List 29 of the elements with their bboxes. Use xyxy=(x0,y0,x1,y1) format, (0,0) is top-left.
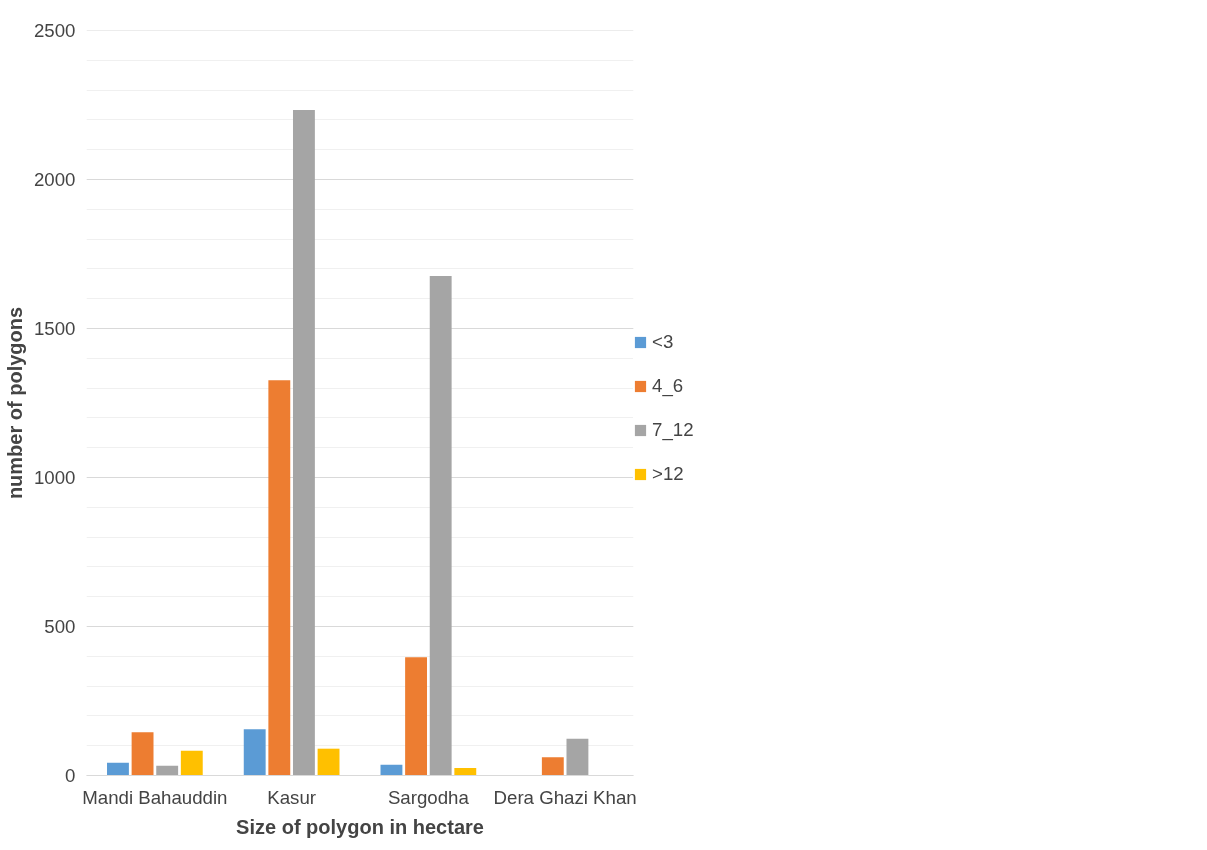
bar xyxy=(156,765,179,776)
x-tick-label: Sargodha xyxy=(387,786,470,808)
bar xyxy=(292,110,315,776)
bar xyxy=(454,768,477,776)
bar xyxy=(268,380,291,776)
legend-label: 7_12 xyxy=(652,419,694,441)
y-tick-label: 2500 xyxy=(34,20,76,41)
x-axis-title: Size of polygon in hectare xyxy=(236,815,484,838)
y-tick-label: 0 xyxy=(65,765,76,786)
bar xyxy=(429,276,452,776)
x-tick-label: Dera Ghazi Khan xyxy=(493,786,637,808)
bar xyxy=(541,757,564,776)
x-tick-label: Mandi Bahauddin xyxy=(82,786,228,808)
x-tick-label: Kasur xyxy=(267,786,317,808)
bar xyxy=(107,762,129,776)
bar xyxy=(405,657,428,776)
y-axis-title: number of polygons xyxy=(4,306,26,500)
y-tick-label: 1000 xyxy=(34,467,76,488)
y-tick-label: 500 xyxy=(44,616,76,637)
legend-label: >12 xyxy=(652,463,684,485)
bar xyxy=(566,738,589,776)
bar xyxy=(131,732,154,776)
bar xyxy=(180,750,203,776)
bar xyxy=(317,748,340,776)
legend-label: <3 xyxy=(652,331,674,353)
y-tick-label: 2000 xyxy=(34,169,76,190)
y-tick-label: 1500 xyxy=(34,318,76,339)
bar xyxy=(243,729,266,776)
legend-label: 4_6 xyxy=(652,375,684,397)
